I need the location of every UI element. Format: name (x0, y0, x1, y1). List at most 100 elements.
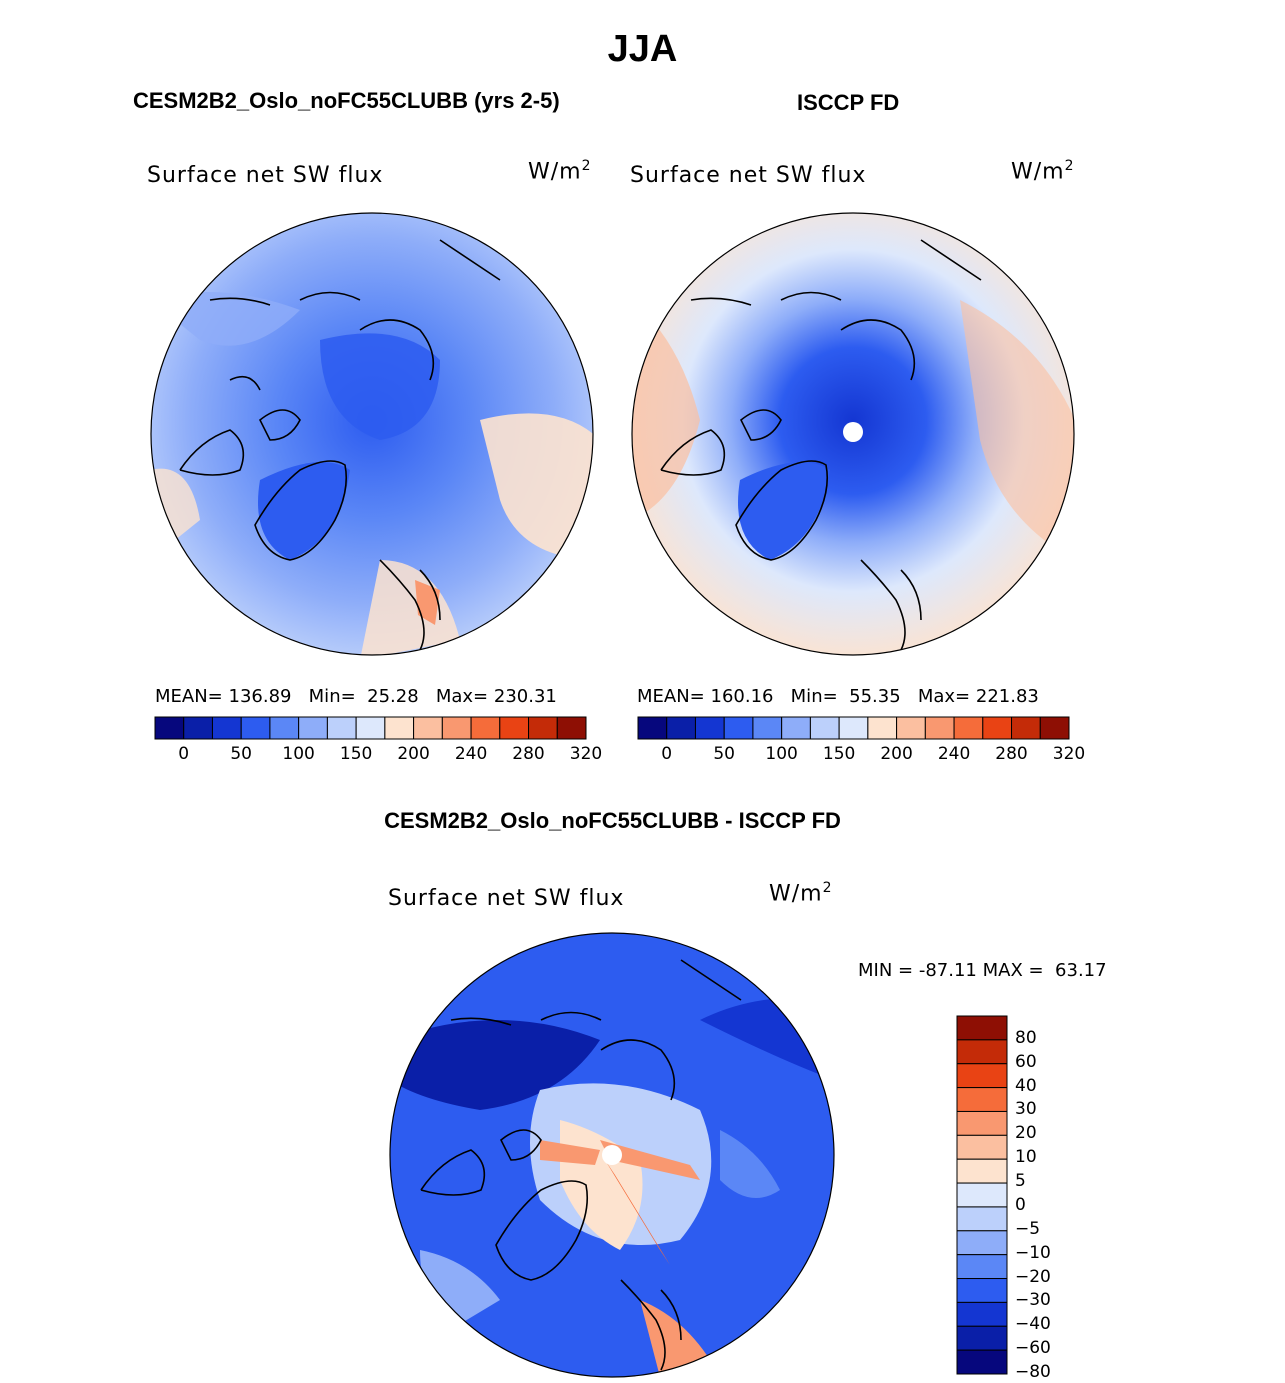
colorbar-cell (956, 1015, 1008, 1041)
colorbar-cell (956, 1230, 1008, 1256)
colorbar-tick-label: 240 (454, 744, 488, 764)
right-units: W/m2 (1011, 158, 1075, 185)
diff-units: W/m2 (769, 880, 833, 907)
colorbar-cell (1039, 716, 1070, 740)
colorbar-tick-label: 320 (569, 744, 603, 764)
colorbar-tick-label: 280 (995, 744, 1028, 764)
colorbar-tick-label: 0 (1015, 1194, 1026, 1215)
right-map-border (631, 212, 1075, 656)
colorbar-tick-label: 50 (230, 744, 252, 764)
colorbar-cell (809, 716, 840, 740)
colorbar-cell (956, 1206, 1008, 1232)
colorbar-tick-label: 0 (661, 744, 673, 764)
colorbar-cell (956, 1134, 1008, 1160)
colorbar-cell (723, 716, 754, 740)
colorbar-tick-label: 320 (1052, 744, 1086, 764)
colorbar-cell (896, 716, 926, 740)
colorbar-cell (956, 1254, 1008, 1280)
colorbar-tick-label: 10 (1015, 1147, 1037, 1168)
colorbar-cell (355, 716, 386, 740)
colorbar-tick-label: 5 (1015, 1171, 1026, 1192)
diff-pole-hole (602, 1145, 622, 1165)
right-stats: MEAN= 160.16 Min= 55.35 Max= 221.83 (637, 686, 1039, 707)
left-stats: MEAN= 136.89 Min= 25.28 Max= 230.31 (155, 686, 557, 707)
left-panel-title: CESM2B2_Oslo_noFC55CLUBB (yrs 2-5) (133, 88, 560, 113)
colorbar-tick-label: 150 (339, 744, 373, 764)
colorbar-cell (867, 716, 898, 740)
colorbar-cell (183, 716, 213, 740)
colorbar-cell (441, 716, 472, 740)
colorbar-cell (384, 716, 415, 740)
page-title: JJA (607, 28, 678, 70)
colorbar-cell (982, 716, 1013, 740)
colorbar-tick-label: −5 (1015, 1218, 1041, 1239)
colorbar-tick-label: −10 (1015, 1242, 1051, 1263)
colorbar-cell (956, 1301, 1008, 1327)
colorbar-tick-label: 80 (1015, 1027, 1037, 1048)
colorbar-cell (694, 716, 725, 740)
colorbar-cell (838, 716, 869, 740)
colorbar-tick-label: 20 (1015, 1123, 1037, 1144)
colorbar-cell (637, 716, 668, 740)
colorbar-cell (326, 716, 357, 740)
colorbar-tick-label: −80 (1015, 1362, 1051, 1382)
left-map-border (150, 212, 594, 656)
colorbar-cell (956, 1158, 1008, 1184)
diff-panel-title: CESM2B2_Oslo_noFC55CLUBB - ISCCP FD (384, 808, 841, 833)
colorbar-tick-label: 150 (822, 744, 856, 764)
colorbar-cell (240, 716, 271, 740)
colorbar-tick-label: −60 (1015, 1338, 1051, 1359)
left-units: W/m2 (528, 158, 592, 185)
colorbar-tick-label: 30 (1015, 1099, 1037, 1120)
colorbar-cell (154, 716, 185, 740)
colorbar-cell (1011, 716, 1041, 740)
right-colorbar (637, 716, 1070, 740)
colorbar-cell (470, 716, 501, 740)
colorbar-tick-label: 200 (880, 744, 913, 764)
right-pole-hole (843, 422, 863, 442)
diff-coastlines (420, 959, 742, 1371)
colorbar-tick-label: 100 (282, 744, 315, 764)
colorbar-tick-label: −20 (1015, 1266, 1051, 1287)
colorbar-cell (956, 1039, 1008, 1065)
colorbar-cell (269, 716, 300, 740)
colorbar-cell (924, 716, 955, 740)
colorbar-cell (666, 716, 696, 740)
colorbar-cell (781, 716, 811, 740)
diff-stats: MIN = -87.11 MAX = 63.17 (858, 960, 1107, 981)
colorbar-tick-label: 200 (397, 744, 430, 764)
colorbar-cell (956, 1063, 1008, 1089)
right-panel-title: ISCCP FD (797, 90, 900, 115)
colorbar-cell (953, 716, 984, 740)
colorbar-cell (956, 1278, 1008, 1303)
colorbar-tick-label: 60 (1015, 1051, 1037, 1072)
colorbar-cell (499, 716, 530, 740)
colorbar-tick-label: 0 (178, 744, 190, 764)
diff-map-border (389, 932, 835, 1378)
colorbar-cell (956, 1349, 1008, 1375)
colorbar-tick-label: 100 (765, 744, 798, 764)
colorbar-tick-label: 240 (937, 744, 971, 764)
left-colorbar (154, 716, 587, 740)
colorbar-cell (298, 716, 328, 740)
right-variable-label: Surface net SW flux (630, 163, 867, 188)
colorbar-tick-label: 50 (713, 744, 735, 764)
colorbar-tick-label: 280 (512, 744, 545, 764)
right-coastlines (660, 239, 982, 651)
colorbar-cell (956, 1087, 1008, 1112)
colorbar-cell (956, 1110, 1008, 1136)
diff-variable-label: Surface net SW flux (388, 886, 625, 911)
colorbar-cell (556, 716, 587, 740)
left-variable-label: Surface net SW flux (147, 163, 384, 188)
diff-colorbar (956, 1015, 1008, 1375)
colorbar-tick-label: 40 (1015, 1075, 1037, 1096)
colorbar-cell (528, 716, 558, 740)
left-polar-map (151, 213, 593, 655)
colorbar-tick-label: −40 (1015, 1314, 1051, 1335)
colorbar-cell (752, 716, 783, 740)
left-coastlines (179, 239, 501, 651)
colorbar-cell (956, 1325, 1008, 1351)
colorbar-tick-label: −30 (1015, 1290, 1051, 1311)
colorbar-cell (413, 716, 443, 740)
